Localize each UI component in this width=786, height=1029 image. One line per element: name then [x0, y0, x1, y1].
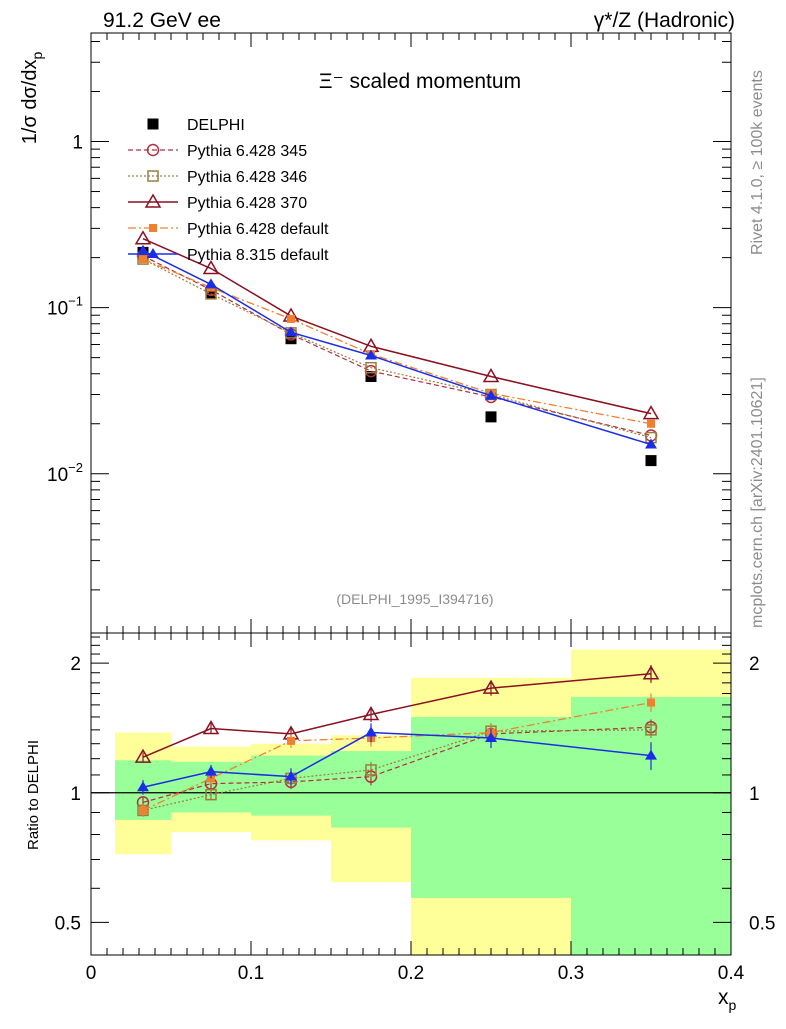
- ratio-point-p370: [202, 720, 220, 735]
- legend: DELPHI Pythia 6.428 345 Pythia 6.428 346 Py…: [128, 117, 329, 264]
- ratio-y-tick-label: 2: [70, 654, 81, 675]
- ratio-point-p6def: [647, 698, 655, 707]
- analysis-reference: (DELPHI_1995_I394716): [336, 591, 493, 607]
- legend-marker-p8def: [147, 248, 159, 258]
- ratio-point-p8def: [205, 765, 217, 776]
- point-p8def: [645, 438, 657, 449]
- ratio-point-p8def: [137, 781, 149, 792]
- ratio-point-p346: [645, 724, 657, 736]
- ratio-point-p346: [205, 788, 217, 801]
- legend-label-p370: Pythia 6.428 370: [187, 195, 307, 212]
- point-p6def: [647, 419, 655, 428]
- point-p8def: [137, 244, 149, 255]
- legend-label-p6def: Pythia 6.428 default: [187, 221, 329, 238]
- legend-marker-p345: [146, 143, 160, 157]
- point-p8def: [485, 389, 497, 400]
- series-line-p6def: [142, 258, 652, 425]
- ratio-point-p6def: [287, 736, 295, 745]
- ratio-y-tick-label-right: 1: [749, 784, 760, 805]
- series-line-p370: [142, 238, 652, 415]
- legend-label-p8def: Pythia 8.315 default: [187, 247, 329, 264]
- point-p8def: [205, 278, 217, 289]
- ratio-line-p345: [142, 726, 652, 803]
- ratio-point-p8def: [365, 726, 377, 737]
- header-right-label: γ*/Z (Hadronic): [594, 9, 735, 32]
- point-delphi: [645, 455, 657, 467]
- point-p370: [482, 368, 500, 383]
- main-y-tick-label: 10−2: [47, 460, 83, 486]
- main-y-axis-label: 1/σ dσ/dxp: [19, 52, 45, 145]
- point-p8def: [365, 349, 377, 360]
- ratio-point-p370: [482, 679, 500, 694]
- x-tick-label: 0.2: [398, 963, 424, 984]
- legend-label-p345: Pythia 6.428 345: [187, 143, 307, 160]
- point-p370: [642, 405, 660, 420]
- point-p6def: [287, 314, 295, 323]
- x-tick-label: 0.4: [718, 963, 745, 984]
- ratio-point-p370: [134, 748, 152, 763]
- ratio-line-p346: [142, 729, 652, 811]
- legend-marker-p6def: [149, 224, 157, 232]
- ratio-point-p8def: [285, 770, 297, 781]
- x-tick-label: 0: [86, 963, 97, 984]
- ratio-y-tick-label: 0.5: [55, 913, 81, 934]
- point-p346: [365, 361, 377, 374]
- main-y-tick-label: 10−1: [47, 294, 83, 320]
- legend-label-delphi: DELPHI: [187, 117, 245, 134]
- main-panel: 10−2 10−1 1: [47, 32, 732, 634]
- legend-marker-p370: [144, 193, 162, 208]
- svg-text:1/σ dσ/dxp: 1/σ dσ/dxp: [19, 52, 45, 145]
- point-delphi: [285, 333, 297, 345]
- ratio-point-p370: [362, 705, 380, 721]
- main-y-tick-label: 1: [72, 133, 83, 154]
- point-p370: [202, 260, 220, 275]
- point-p6def: [139, 255, 147, 264]
- ratio-y-tick-label-right: 2: [749, 654, 760, 675]
- chart-title: Ξ⁻ scaled momentum: [319, 70, 521, 93]
- ratio-panel: 0.5 0.5 1 1 2 2 0 0.1 0.2 0.3 0.4: [55, 632, 775, 984]
- uncertainty-band-outer: [411, 904, 571, 955]
- ratio-line-p6def: [142, 701, 652, 812]
- series-line-p8def: [142, 250, 652, 446]
- legend-label-p346: Pythia 6.428 346: [187, 169, 307, 186]
- x-axis-label: xp: [718, 986, 737, 1013]
- ratio-point-p6def: [139, 806, 147, 815]
- ratio-point-p8def: [485, 732, 497, 743]
- ratio-line-p370: [142, 672, 652, 758]
- point-p8def: [285, 326, 297, 337]
- legend-marker-p346: [147, 170, 159, 182]
- x-tick-label: 0.3: [558, 963, 584, 984]
- legend-marker-delphi: [147, 118, 159, 130]
- ratio-point-p370: [642, 665, 660, 680]
- ratio-point-p346: [365, 764, 377, 776]
- ratio-y-tick-label-right: 0.5: [749, 913, 775, 934]
- x-tick-label: 0.1: [238, 963, 264, 984]
- ratio-y-tick-label: 1: [70, 784, 81, 805]
- svg-text:xp: xp: [718, 986, 737, 1013]
- point-delphi: [485, 411, 497, 423]
- uncertainty-band-inner: [571, 696, 731, 955]
- series-line-p346: [142, 258, 652, 439]
- ratio-axis-label: Ratio to DELPHI: [25, 740, 42, 850]
- ratio-line-p8def: [142, 731, 652, 788]
- header-left-label: 91.2 GeV ee: [103, 9, 221, 32]
- series-line-p345: [142, 255, 652, 437]
- point-p370: [134, 230, 152, 245]
- rivet-version-label: Rivet 4.1.0, ≥ 100k events: [749, 70, 766, 255]
- source-label: mcplots.cern.ch [arXiv:2401.10621]: [749, 377, 766, 628]
- ratio-point-p8def: [645, 749, 657, 760]
